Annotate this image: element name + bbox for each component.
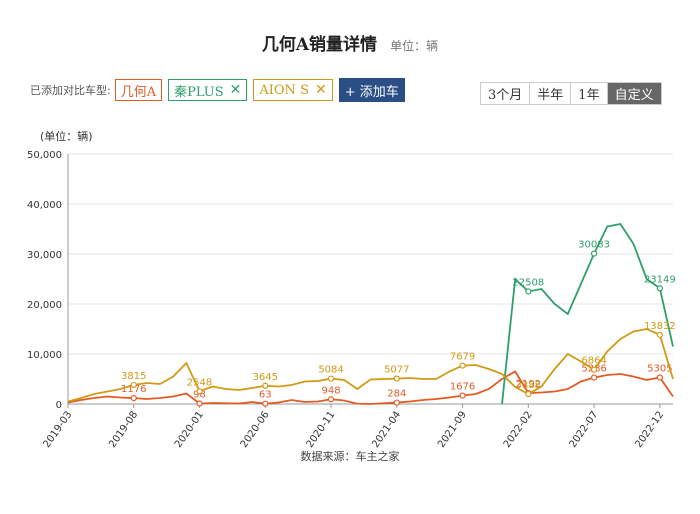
data-label: 948 [321, 385, 340, 396]
range-custom[interactable]: 自定义 [607, 83, 661, 104]
data-label: 2192 [516, 379, 541, 390]
data-label: 6864 [581, 356, 606, 367]
x-tick-label: 2020-06 [239, 409, 272, 450]
compare-label: 已添加对比车型: [30, 84, 111, 97]
y-tick-label: 20,000 [27, 300, 62, 311]
data-point [656, 285, 663, 292]
data-label: 2548 [187, 377, 212, 388]
series-line-0 [67, 370, 674, 405]
compare-tag-qinplus[interactable]: 秦PLUS ✕ [168, 79, 248, 101]
data-source: 数据来源：车主之家 [300, 450, 400, 463]
compare-bar: 已添加对比车型: 几何A 秦PLUS ✕ AION S ✕ + 添加车 [30, 77, 405, 103]
y-tick-label: 50,000 [27, 150, 62, 161]
range-3months[interactable]: 3个月 [481, 83, 531, 104]
x-tick-label: 2019-03 [41, 409, 74, 450]
data-point [590, 250, 598, 257]
y-tick-label: 40,000 [27, 200, 62, 211]
y-tick-label: 30,000 [27, 250, 62, 261]
data-label: 3388 [516, 380, 541, 391]
data-point [656, 374, 663, 381]
compare-tag-label: AION S [259, 82, 309, 98]
x-tick-label: 2020-11 [305, 409, 338, 450]
data-label: 30083 [578, 240, 610, 251]
x-tick-label: 2021-04 [370, 409, 403, 450]
data-point [262, 400, 269, 407]
data-label: 1176 [121, 384, 146, 395]
x-tick-label: 2022-12 [633, 409, 666, 450]
range-selector: 3个月 半年 1年 自定义 [480, 82, 662, 105]
data-point [656, 331, 663, 338]
close-icon[interactable]: ✕ [229, 82, 242, 98]
data-point [262, 382, 269, 389]
data-point [327, 396, 335, 403]
data-label: 98 [193, 390, 206, 401]
series-line-2 [67, 328, 674, 403]
series-line-1 [501, 223, 674, 405]
data-label: 3645 [253, 372, 278, 383]
range-1year[interactable]: 1年 [571, 83, 608, 104]
page-title: 几何A销量详情 [261, 35, 378, 55]
x-tick-label: 2022-02 [502, 409, 535, 450]
compare-tag-label: 几何A [120, 84, 157, 100]
data-point [196, 400, 203, 407]
data-label: 7679 [450, 352, 475, 363]
data-label: 23149 [644, 274, 676, 285]
data-label: 22508 [512, 277, 544, 288]
y-axis-unit: (单位：辆) [40, 130, 93, 143]
data-label: 5084 [318, 365, 343, 376]
range-halfyear[interactable]: 半年 [530, 83, 572, 104]
data-label: 63 [259, 390, 272, 401]
data-point [196, 388, 203, 395]
data-label: 13832 [644, 321, 676, 332]
y-tick-label: 0 [56, 400, 62, 411]
data-point [590, 366, 598, 373]
data-point [525, 288, 532, 295]
data-label: 1676 [450, 382, 475, 393]
data-point [327, 375, 335, 382]
compare-tag-aions[interactable]: AION S ✕ [253, 79, 333, 101]
data-point [130, 395, 137, 402]
data-label: 284 [387, 389, 406, 400]
data-label: 3815 [121, 371, 146, 382]
y-tick-label: 10,000 [27, 350, 62, 361]
data-point [525, 390, 532, 398]
x-tick-label: 2021-09 [436, 409, 469, 450]
data-point [393, 375, 400, 382]
x-tick-label: 2020-01 [173, 409, 206, 450]
data-point [459, 392, 466, 399]
close-icon[interactable]: ✕ [314, 82, 327, 98]
title-row: 几何A销量详情 单位：辆 [0, 30, 700, 55]
data-label: 5077 [384, 365, 409, 376]
data-point [459, 362, 466, 369]
compare-tag-jiheA[interactable]: 几何A [114, 79, 163, 101]
unit-label: 单位：辆 [390, 39, 439, 53]
add-car-button[interactable]: + 添加车 [338, 78, 405, 102]
compare-tag-label: 秦PLUS [174, 84, 224, 100]
data-label: 5305 [647, 363, 672, 374]
data-point [130, 381, 137, 389]
data-point [393, 399, 400, 406]
x-tick-label: 2019-08 [107, 409, 140, 450]
data-point [590, 374, 598, 381]
x-tick-label: 2022-07 [568, 409, 601, 450]
